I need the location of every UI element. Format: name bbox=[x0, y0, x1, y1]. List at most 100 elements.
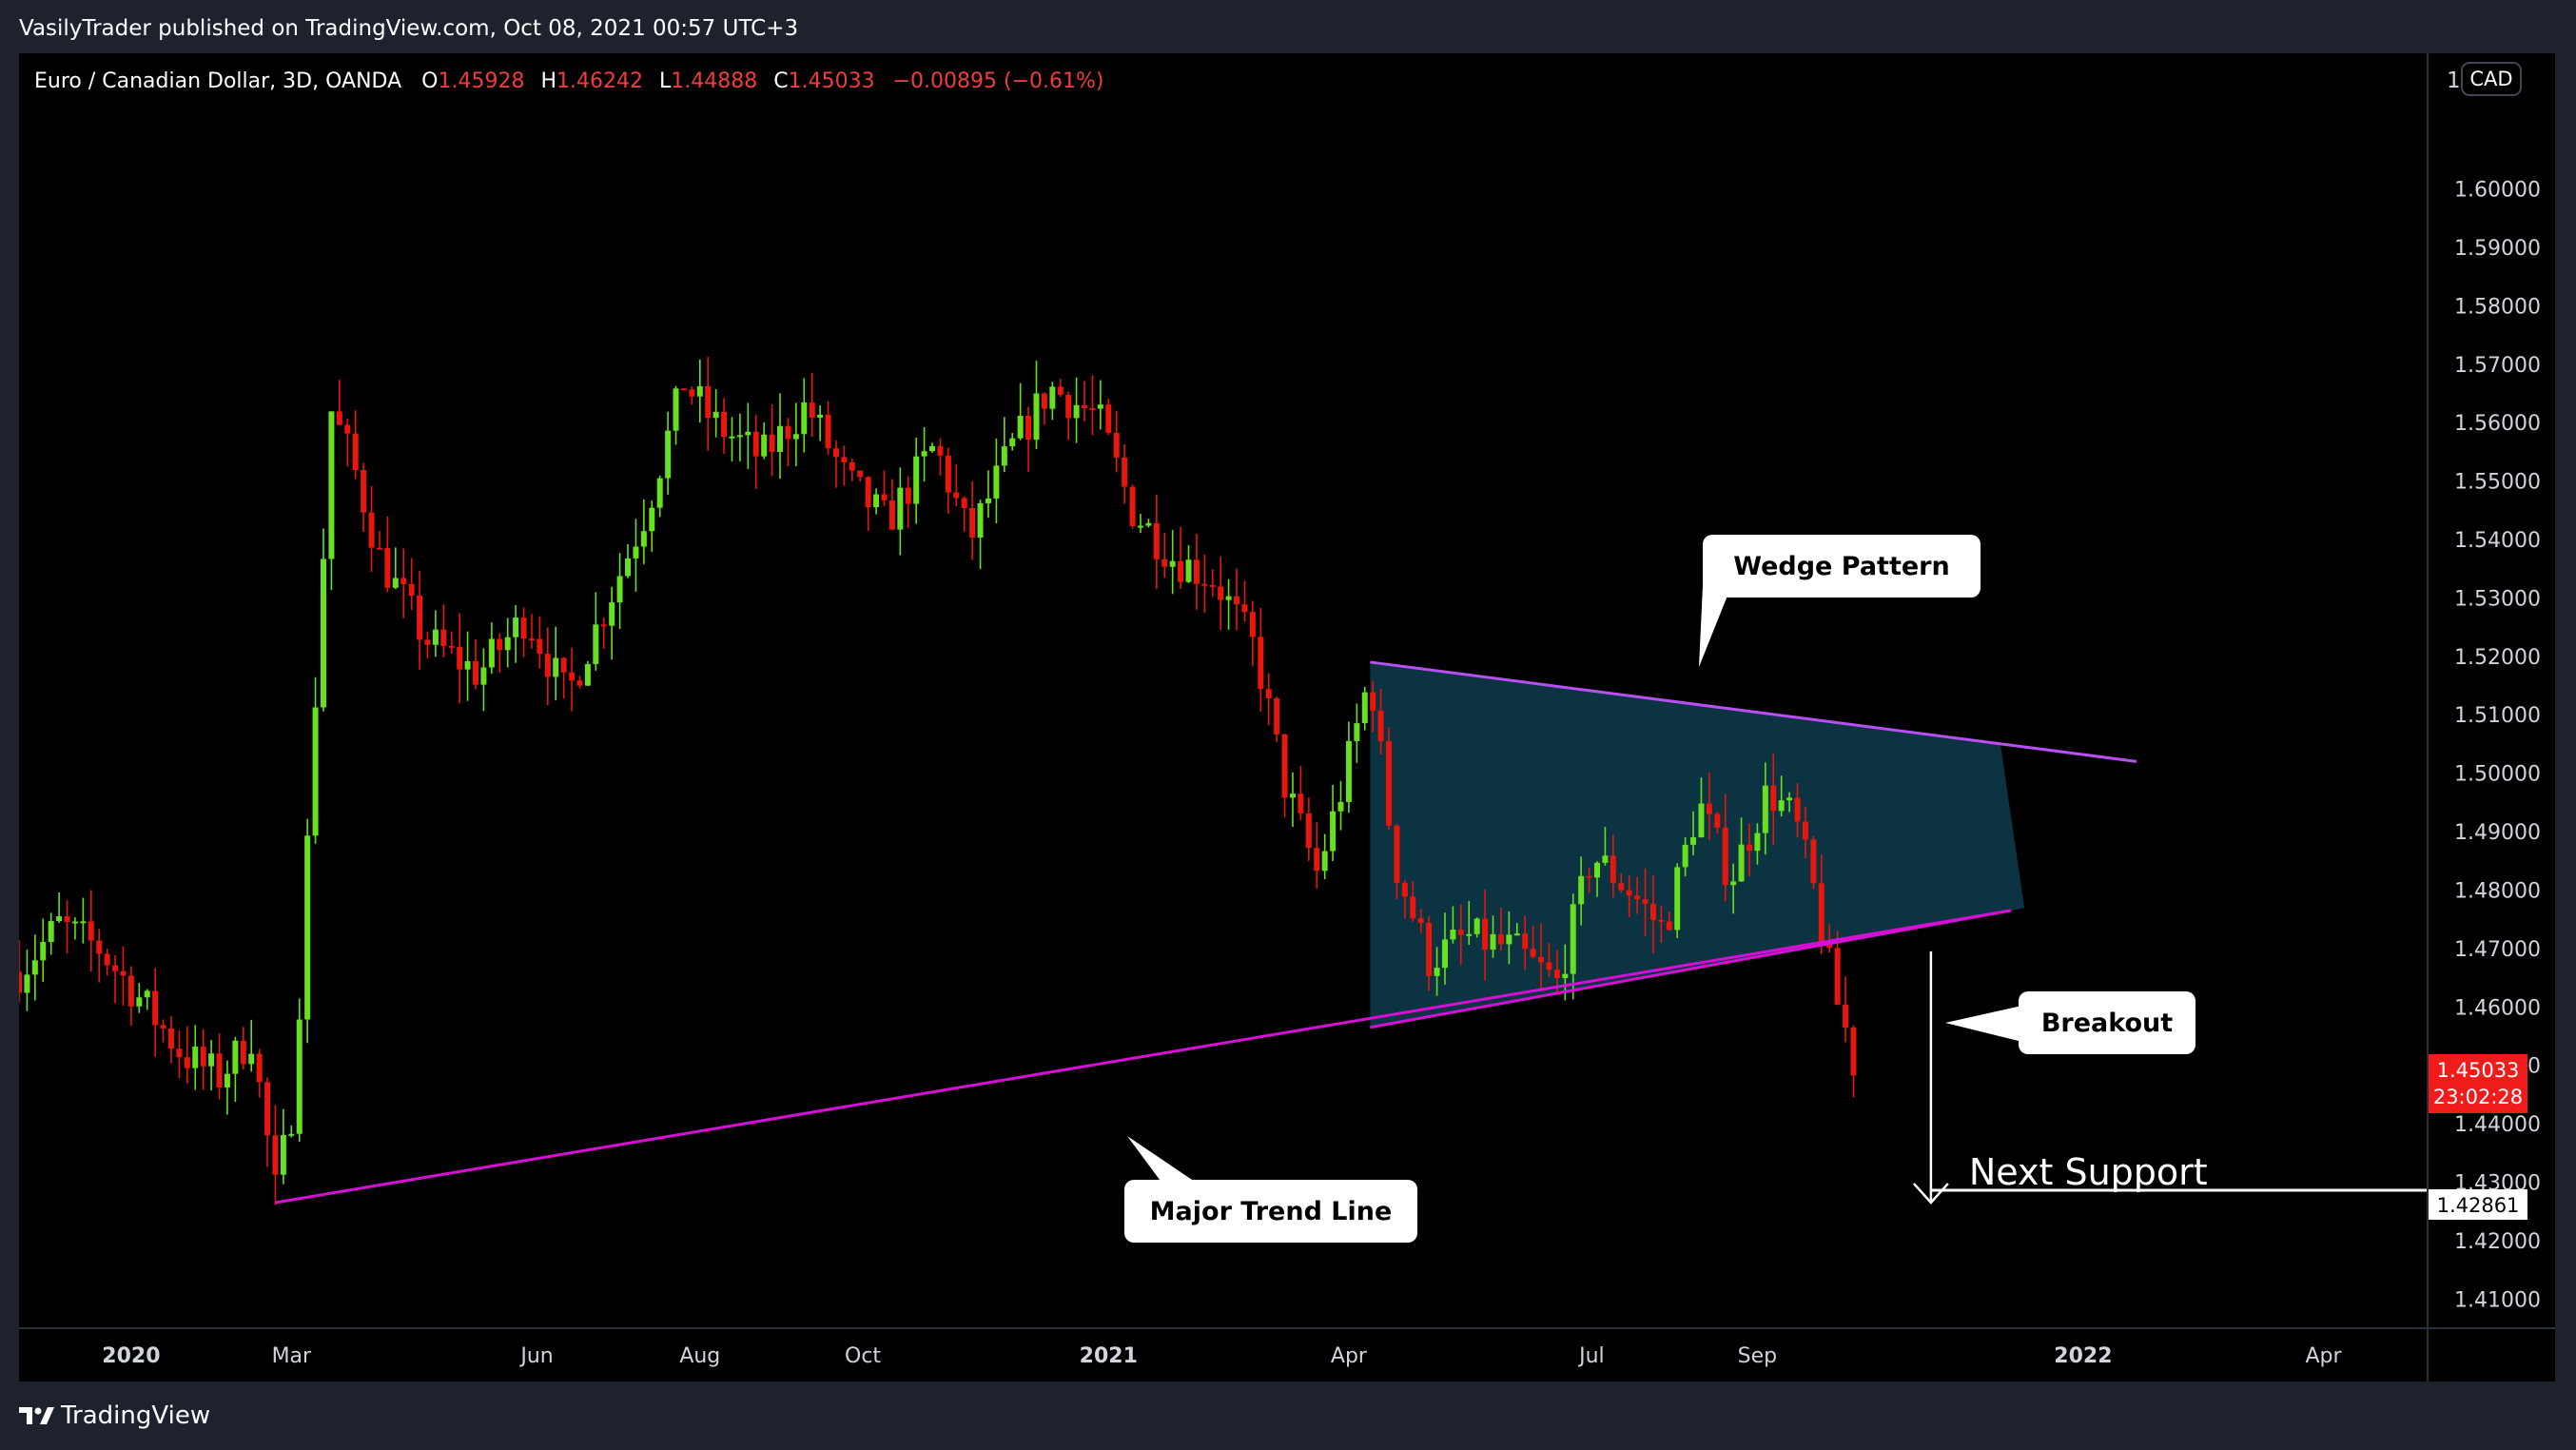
candle-down bbox=[1105, 404, 1112, 433]
candle-up bbox=[745, 431, 751, 436]
candle-up bbox=[1033, 393, 1040, 441]
candle-down bbox=[440, 629, 447, 646]
time-tick-label: 2020 bbox=[102, 1344, 160, 1368]
price-tick-label: 1.57000 bbox=[2454, 354, 2541, 378]
support-price-value: 1.42861 bbox=[2437, 1194, 2520, 1217]
candle-down bbox=[1553, 970, 1560, 978]
candle-down bbox=[112, 965, 119, 971]
candle-down bbox=[520, 617, 527, 639]
candle-up bbox=[665, 430, 672, 479]
candle-down bbox=[96, 940, 103, 954]
candle-down bbox=[1634, 895, 1641, 900]
candle-up bbox=[1754, 833, 1761, 852]
candle-down bbox=[457, 646, 463, 670]
candle-down bbox=[64, 916, 70, 923]
price-tick-label: 1.50000 bbox=[2454, 763, 2541, 787]
tradingview-logo[interactable]: TradingView bbox=[19, 1395, 210, 1437]
price-chart[interactable]: Wedge Pattern Breakout Major Trend Line Nex… bbox=[19, 53, 2555, 1381]
candle-up bbox=[673, 388, 679, 431]
candle-down bbox=[1530, 949, 1536, 957]
candle-down bbox=[1410, 896, 1416, 919]
wedge-pattern-callout: Wedge Pattern bbox=[1699, 535, 1981, 667]
candle-down bbox=[809, 402, 815, 418]
time-axis[interactable]: 2020 Mar Jun Aug Oct 2021 Apr Jul Sep 2022 Apr bbox=[102, 1344, 2342, 1368]
candle-down bbox=[1850, 1027, 1857, 1076]
candle-up bbox=[1578, 875, 1585, 905]
candle-up bbox=[488, 638, 495, 668]
candle-down bbox=[1770, 785, 1777, 812]
time-tick-label: Sep bbox=[1738, 1344, 1777, 1368]
candle-up bbox=[24, 974, 30, 993]
time-tick-label: Jun bbox=[518, 1344, 553, 1368]
candle-down bbox=[1746, 844, 1752, 852]
candle-down bbox=[1666, 921, 1672, 931]
time-tick-label: Oct bbox=[845, 1344, 881, 1368]
candle-up bbox=[504, 637, 511, 651]
candle-up bbox=[993, 465, 1000, 499]
candle-up bbox=[248, 1053, 255, 1065]
candle-up bbox=[553, 657, 559, 677]
candle-down bbox=[344, 424, 351, 434]
candle-down bbox=[857, 470, 864, 478]
candle-down bbox=[544, 654, 551, 677]
price-tick-label: 1.58000 bbox=[2454, 295, 2541, 319]
candle-down bbox=[1610, 855, 1616, 884]
candles bbox=[19, 357, 1857, 1205]
price-tick-label: 1.55000 bbox=[2454, 471, 2541, 495]
candle-down bbox=[705, 385, 712, 419]
candle-up bbox=[817, 414, 824, 418]
chart-area[interactable]: Wedge Pattern Breakout Major Trend Line Nex… bbox=[19, 53, 2555, 1381]
candle-down bbox=[1586, 875, 1592, 878]
candle-up bbox=[1361, 692, 1368, 724]
candle-up bbox=[1441, 939, 1448, 969]
candle-up bbox=[1698, 803, 1705, 837]
candle-up bbox=[464, 661, 471, 670]
candle-up bbox=[640, 531, 647, 547]
candle-down bbox=[1417, 918, 1424, 923]
candle-up bbox=[1345, 740, 1352, 802]
candle-up bbox=[729, 436, 735, 439]
ohlc-legend: Euro / Canadian Dollar, 3D, OANDA O1.459… bbox=[34, 69, 1103, 93]
candle-up bbox=[1049, 386, 1056, 409]
candle-down bbox=[417, 596, 423, 640]
price-tick-label: 1.54000 bbox=[2454, 529, 2541, 553]
candle-up bbox=[304, 835, 311, 1020]
candle-up bbox=[1786, 797, 1793, 801]
candle-up bbox=[1490, 933, 1496, 950]
candle-up bbox=[913, 456, 920, 504]
candle-up bbox=[56, 916, 63, 922]
candle-down bbox=[168, 1028, 175, 1049]
candle-up bbox=[897, 487, 904, 530]
price-tick-label: 1.59000 bbox=[2454, 237, 2541, 261]
candle-down bbox=[1618, 883, 1625, 891]
candle-up bbox=[873, 494, 880, 508]
candle-down bbox=[336, 411, 342, 425]
next-support-label: Next Support bbox=[1969, 1151, 2208, 1193]
currency-badge[interactable] bbox=[2461, 62, 2522, 96]
candle-up bbox=[1169, 560, 1176, 567]
candle-down bbox=[1794, 797, 1801, 822]
price-axis[interactable]: 1.410001.420001.430001.440001.450001.460… bbox=[2454, 179, 2541, 1313]
time-tick-label: Mar bbox=[272, 1344, 312, 1368]
candle-down bbox=[1522, 933, 1529, 950]
candle-down bbox=[376, 547, 382, 550]
candle-up bbox=[761, 434, 768, 457]
candle-up bbox=[192, 1047, 199, 1068]
candle-up bbox=[136, 997, 143, 1007]
candle-up bbox=[1738, 844, 1745, 882]
candle-down bbox=[1298, 794, 1304, 813]
candle-down bbox=[240, 1040, 246, 1065]
candle-up bbox=[584, 663, 591, 686]
candle-down bbox=[576, 680, 583, 686]
tradingview-logo-icon bbox=[19, 1407, 54, 1424]
wedge-pattern-callout-label: Wedge Pattern bbox=[1733, 552, 1949, 581]
candle-down bbox=[1802, 821, 1808, 840]
candle-up bbox=[1097, 404, 1103, 409]
candle-up bbox=[144, 990, 150, 998]
candle-down bbox=[361, 470, 367, 513]
candle-down bbox=[1209, 584, 1216, 587]
chart-background bbox=[19, 53, 2555, 1381]
candle-up bbox=[288, 1133, 295, 1136]
candle-down bbox=[1161, 558, 1168, 567]
breakout-callout-box bbox=[2019, 991, 2195, 1054]
